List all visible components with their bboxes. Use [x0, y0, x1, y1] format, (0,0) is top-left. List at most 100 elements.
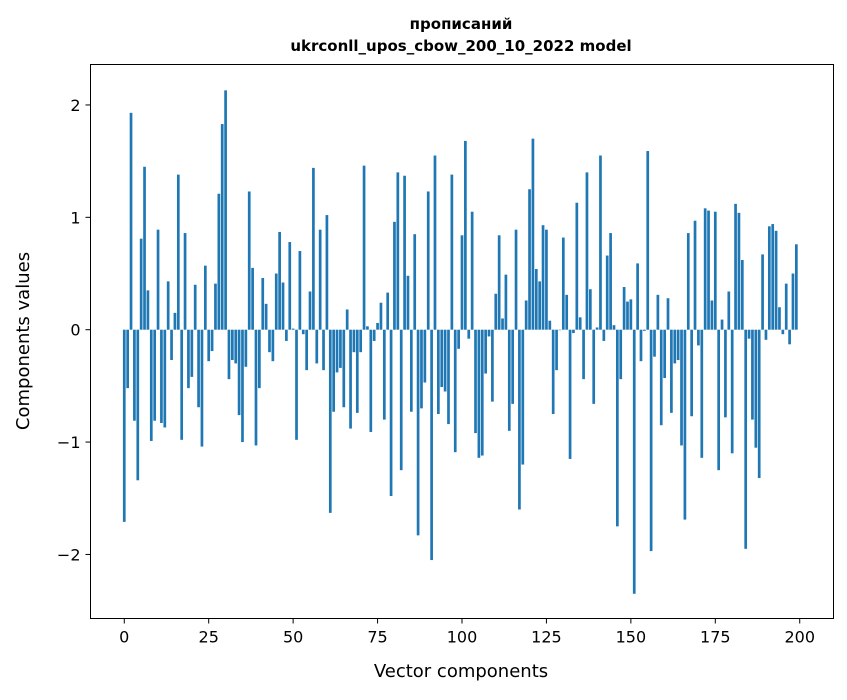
- bar-component-161: [666, 298, 670, 330]
- bar-component-32: [230, 329, 234, 361]
- bar-component-52: [298, 251, 302, 330]
- bar-component-33: [234, 329, 238, 364]
- bar-component-114: [507, 329, 511, 431]
- bar-component-174: [710, 300, 714, 330]
- bar-component-39: [254, 329, 258, 446]
- bar-component-127: [551, 329, 555, 414]
- bar-component-148: [622, 286, 626, 330]
- bar-component-5: [139, 238, 143, 330]
- x-axis-label: Vector components: [374, 661, 548, 682]
- bar-component-65: [342, 329, 346, 408]
- x-tick-label: 100: [447, 628, 478, 647]
- bar-component-108: [487, 329, 491, 337]
- bar-component-131: [565, 294, 569, 330]
- bar-component-171: [700, 329, 704, 458]
- bar-component-60: [325, 215, 329, 330]
- bar-component-103: [470, 211, 474, 330]
- bar-component-61: [328, 329, 332, 513]
- bar-component-179: [727, 291, 731, 330]
- bar-component-22: [197, 329, 200, 408]
- bar-component-40: [258, 329, 261, 389]
- bar-component-75: [376, 322, 379, 330]
- bar-component-125: [545, 229, 548, 330]
- bar-component-184: [744, 329, 748, 549]
- bar-component-151: [632, 329, 636, 594]
- bar-component-81: [396, 172, 400, 330]
- x-axis-ticks: 0 25 50 75 100 125 150 175 200: [119, 618, 815, 647]
- bar-component-163: [673, 329, 677, 364]
- bar-component-54: [305, 329, 308, 371]
- bar-component-183: [740, 260, 744, 330]
- bar-component-147: [619, 329, 623, 380]
- bar-component-27: [214, 283, 217, 330]
- bar-component-101: [464, 140, 467, 330]
- bar-component-187: [754, 329, 758, 448]
- bar-component-66: [345, 309, 349, 330]
- bar-component-43: [268, 329, 271, 353]
- bar-component-23: [200, 329, 204, 447]
- bar-component-20: [190, 329, 194, 377]
- bar-component-17: [180, 329, 184, 440]
- bar-component-21: [193, 284, 197, 330]
- bar-component-110: [494, 293, 498, 330]
- bar-component-76: [379, 302, 383, 330]
- bar-component-185: [747, 329, 751, 339]
- bar-component-80: [393, 221, 396, 330]
- bar-component-46: [278, 231, 281, 330]
- bar-component-74: [372, 329, 376, 341]
- bar-component-57: [315, 329, 319, 364]
- bar-component-73: [369, 329, 373, 432]
- bar-component-87: [416, 329, 420, 536]
- bar-component-155: [646, 151, 650, 330]
- bar-component-10: [156, 229, 160, 330]
- bar-component-154: [643, 329, 646, 331]
- bar-component-44: [271, 329, 275, 362]
- bar-component-28: [217, 193, 221, 330]
- bar-component-6: [143, 166, 146, 330]
- bar-component-36: [244, 329, 248, 367]
- bar-component-12: [163, 329, 167, 428]
- bar-component-139: [592, 329, 596, 404]
- y-axis-ticks: −2 −1 0 1 2: [57, 96, 91, 564]
- bar-component-156: [649, 329, 653, 552]
- bar-component-78: [386, 292, 390, 330]
- bar-component-124: [541, 225, 545, 330]
- bar-component-120: [528, 189, 531, 330]
- bar-component-62: [332, 329, 336, 412]
- bar-component-180: [730, 329, 734, 454]
- bar-component-3: [133, 329, 136, 421]
- bar-component-100: [460, 235, 464, 330]
- bar-component-130: [561, 237, 565, 330]
- bar-component-117: [518, 329, 521, 510]
- y-tick-label: −2: [57, 545, 81, 564]
- bar-component-182: [737, 212, 741, 330]
- bar-component-53: [301, 329, 305, 335]
- bar-component-133: [572, 329, 575, 334]
- plot-frame: [90, 64, 834, 619]
- y-tick-label: 2: [70, 96, 80, 115]
- bar-component-8: [149, 329, 153, 441]
- bar-component-82: [399, 329, 403, 471]
- bar-component-143: [605, 255, 609, 330]
- x-tick-label: 150: [616, 628, 647, 647]
- bar-component-152: [636, 263, 639, 330]
- bar-component-79: [389, 329, 393, 497]
- bar-component-11: [160, 329, 163, 423]
- bar-component-162: [670, 329, 673, 413]
- bar-component-135: [578, 317, 582, 330]
- bar-component-181: [734, 203, 737, 330]
- bar-component-118: [521, 329, 525, 465]
- bar-component-35: [241, 329, 244, 443]
- bar-component-198: [791, 273, 795, 330]
- bar-component-121: [531, 138, 535, 330]
- bar-component-175: [713, 211, 717, 330]
- bar-component-146: [616, 329, 619, 527]
- bar-component-29: [220, 124, 224, 330]
- x-tick-label: 25: [199, 628, 219, 647]
- bar-component-47: [281, 282, 285, 330]
- bar-component-84: [406, 275, 410, 330]
- bar-component-158: [656, 294, 660, 330]
- bar-component-16: [176, 174, 180, 330]
- bar-component-172: [703, 208, 707, 330]
